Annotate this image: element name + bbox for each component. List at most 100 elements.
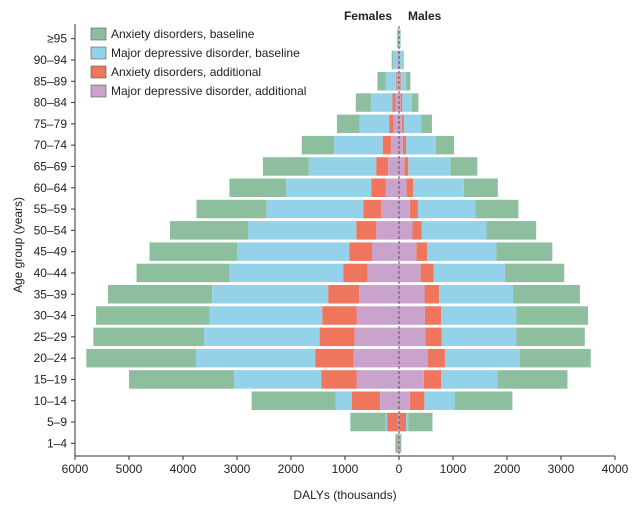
bar-females-3-row-14 [322,306,357,325]
bar-females-1-row-3 [377,72,386,91]
bar-females-2-row-13 [212,285,329,304]
bar-males-3-row-4 [400,93,403,112]
bar-males-3-row-6 [402,135,407,155]
bar-females-1-row-12 [136,263,230,283]
y-tick-label: 85–89 [34,74,68,88]
bar-males-4-row-16 [399,348,428,368]
bar-males-1-row-11 [496,242,553,261]
bar-females-4-row-12 [367,263,399,283]
bar-males-4-row-10 [399,221,413,240]
bar-females-2-row-7 [308,157,377,176]
y-tick-label: 5–9 [47,415,67,429]
bar-females-3-row-13 [328,285,360,304]
bar-males-2-row-5 [403,114,422,134]
bar-males-1-row-20 [399,434,402,453]
bar-males-1-row-9 [475,199,519,219]
legend-label: Major depressive disorder, baseline [111,46,300,60]
bar-males-4-row-14 [399,306,425,325]
legend-swatch [90,84,107,98]
y-tick-label: 15–19 [34,372,68,386]
bar-males-1-row-5 [421,114,432,134]
legend-swatch [90,46,107,60]
bar-females-2-row-6 [334,135,383,155]
bar-females-3-row-5 [389,114,394,134]
bar-females-3-row-18 [352,391,381,410]
bar-males-2-row-4 [402,93,412,112]
bar-males-2-row-10 [421,221,487,240]
bar-females-4-row-4 [395,93,399,112]
bar-females-4-row-5 [393,114,399,134]
bar-males-4-row-12 [399,263,421,283]
bar-females-3-row-2 [397,50,399,70]
bar-males-2-row-13 [438,285,513,304]
bar-females-3-row-7 [376,157,389,176]
bar-females-2-row-1 [397,29,399,48]
bar-males-3-row-3 [399,72,401,91]
bar-males-4-row-13 [399,285,425,304]
bar-males-3-row-15 [425,327,442,347]
bar-females-1-row-2 [391,50,394,70]
y-tick-label: 60–64 [34,181,68,195]
bar-females-2-row-4 [370,93,393,112]
legend-swatch [90,65,107,79]
bar-females-1-row-19 [350,412,386,432]
bar-females-4-row-2 [398,50,399,70]
bar-males-2-row-9 [417,199,476,219]
bar-females-3-row-16 [315,348,354,368]
x-tick-label: 0 [396,462,403,476]
bar-females-2-row-9 [266,199,364,219]
bar-females-1-row-11 [149,242,237,261]
legend: Anxiety disorders, baseline Major depress… [90,27,306,98]
y-tick-label: 35–39 [34,287,68,301]
females-label: Females [344,9,392,23]
y-tick-label: 50–54 [34,223,68,237]
bar-females-1-row-7 [262,157,309,176]
legend-label: Anxiety disorders, additional [111,65,261,79]
y-tick-label: 80–84 [34,96,68,110]
bar-females-2-row-8 [286,178,372,197]
bar-males-1-row-19 [408,412,433,432]
bar-males-1-row-8 [463,178,498,197]
bar-males-1-row-12 [504,263,565,283]
bar-females-3-row-4 [392,93,396,112]
axes-layer: ≥95 90–94 85–89 80–84 75–79 70–74 65–69 60–64 55… [34,24,629,476]
bar-males-4-row-5 [399,114,402,134]
bar-females-2-row-12 [229,263,344,283]
bar-females-4-row-17 [356,370,399,389]
bar-males-3-row-19 [399,412,407,432]
bar-males-2-row-6 [406,135,436,155]
bar-males-4-row-6 [399,135,403,155]
bar-males-3-row-13 [424,285,439,304]
x-tick-label: 2000 [278,462,305,476]
bar-males-2-row-12 [433,263,505,283]
bar-males-2-row-7 [408,157,451,176]
bar-males-3-row-12 [420,263,434,283]
y-tick-label: 65–69 [34,159,68,173]
bar-males-1-row-18 [454,391,513,410]
bar-males-2-row-15 [441,327,517,347]
bar-females-2-row-16 [195,348,316,368]
bar-females-3-row-9 [363,199,382,219]
bar-males-1-row-15 [516,327,585,347]
bar-males-4-row-9 [399,199,410,219]
y-tick-label: 20–24 [34,351,68,365]
bar-males-2-row-1 [399,29,401,48]
bar-females-2-row-19 [385,412,388,432]
bar-males-1-row-3 [406,72,411,91]
y-tick-label: 70–74 [34,138,68,152]
bar-females-3-row-8 [371,178,386,197]
y-tick-label: 90–94 [34,53,68,67]
bars-layer [86,29,591,453]
bar-females-2-row-10 [248,221,357,240]
bar-females-1-row-5 [336,114,360,134]
bar-females-2-row-14 [209,306,323,325]
bar-males-3-row-14 [424,306,442,325]
x-tick-label: 4000 [602,462,629,476]
bar-males-4-row-17 [399,370,424,389]
bar-males-1-row-14 [516,306,588,325]
bar-males-3-row-10 [412,221,422,240]
legend-label: Anxiety disorders, baseline [111,27,255,41]
bar-males-3-row-18 [409,391,425,410]
bar-females-4-row-10 [376,221,399,240]
x-tick-label: 5000 [116,462,143,476]
